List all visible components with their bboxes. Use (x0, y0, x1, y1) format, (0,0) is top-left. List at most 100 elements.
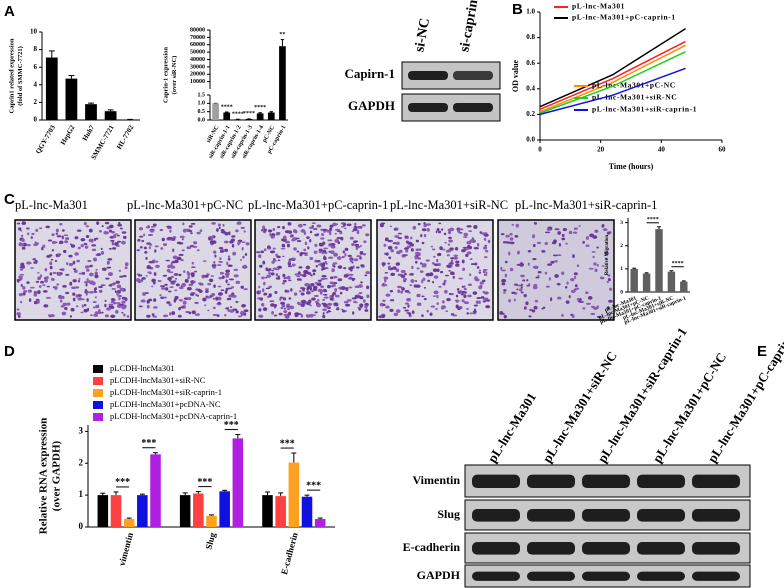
cell (166, 225, 171, 228)
cell (432, 295, 436, 298)
blot-row-label: GAPDH (348, 98, 395, 113)
cell (38, 285, 42, 288)
cell (91, 280, 94, 285)
cell (316, 224, 322, 228)
band (408, 71, 448, 80)
cell (436, 227, 440, 232)
cell (342, 223, 347, 227)
cell (400, 274, 406, 279)
cell (76, 229, 82, 232)
cell (502, 241, 508, 244)
cell (298, 290, 302, 293)
cell (80, 311, 84, 314)
cell (148, 246, 151, 250)
cell (300, 251, 304, 256)
band (582, 571, 630, 581)
cell (206, 296, 211, 299)
cell (335, 308, 340, 311)
cell (240, 226, 245, 229)
cell (220, 250, 225, 253)
cell (546, 228, 552, 231)
cell (66, 262, 69, 266)
cell (108, 305, 114, 308)
cell (268, 285, 273, 289)
blot-column-label: pL-lnc-Ma301 (484, 390, 539, 465)
cell (181, 238, 185, 241)
cell (203, 260, 207, 262)
cell (576, 264, 580, 268)
cell (182, 228, 187, 233)
cell (344, 247, 349, 252)
cell (591, 305, 596, 309)
cell (191, 266, 196, 268)
cell (30, 236, 33, 239)
cell (225, 279, 228, 283)
cell (230, 238, 235, 242)
bar (212, 103, 219, 120)
cell (575, 287, 580, 290)
cell (119, 275, 124, 278)
cell (432, 280, 435, 284)
cell (178, 306, 182, 311)
cell (473, 308, 477, 312)
cell (21, 246, 26, 250)
legend-label: pLCDH-lncMa301+siR-NC (110, 375, 206, 385)
cell (216, 228, 219, 232)
cell (327, 309, 331, 313)
cell (446, 298, 451, 302)
cell (224, 290, 228, 295)
cell (571, 314, 575, 319)
series-line (539, 67, 686, 116)
cell (209, 240, 215, 245)
cell (315, 264, 318, 268)
cell (33, 261, 38, 264)
cell (95, 268, 98, 271)
cell (244, 253, 248, 256)
cell (573, 227, 578, 230)
cell (356, 230, 360, 235)
cell (194, 301, 199, 304)
cell (58, 296, 64, 300)
cell (469, 312, 474, 315)
cell (522, 279, 526, 282)
cell (330, 245, 336, 249)
cell (231, 294, 237, 298)
cell (63, 234, 69, 237)
cell (145, 275, 148, 277)
cell (330, 243, 336, 246)
cell (511, 291, 516, 295)
cell (269, 233, 272, 237)
cell (504, 260, 508, 264)
cell (421, 314, 424, 318)
cell (422, 277, 426, 281)
y-tick-label: 0.6 (526, 59, 535, 67)
cell (381, 262, 386, 266)
cell (316, 299, 320, 302)
cell (44, 278, 48, 283)
cell (352, 311, 355, 315)
cell (178, 241, 184, 245)
cell (16, 222, 21, 225)
cell (462, 246, 468, 249)
cell (387, 262, 391, 265)
cell (179, 286, 184, 290)
cell (311, 290, 314, 293)
cell (231, 286, 234, 289)
cell (469, 258, 473, 261)
cell (94, 274, 99, 279)
series-line (539, 51, 686, 114)
cell (77, 297, 83, 301)
cell (45, 296, 51, 299)
cell (228, 278, 235, 281)
blot-column-label: si-NC (412, 17, 433, 53)
cell (443, 279, 447, 283)
cell (211, 293, 216, 297)
cell (534, 299, 539, 303)
cell (320, 237, 325, 240)
cell (54, 287, 58, 290)
cell (341, 310, 346, 313)
cell (205, 289, 209, 293)
cell (275, 272, 279, 277)
cell (85, 292, 88, 296)
cell (421, 228, 427, 232)
